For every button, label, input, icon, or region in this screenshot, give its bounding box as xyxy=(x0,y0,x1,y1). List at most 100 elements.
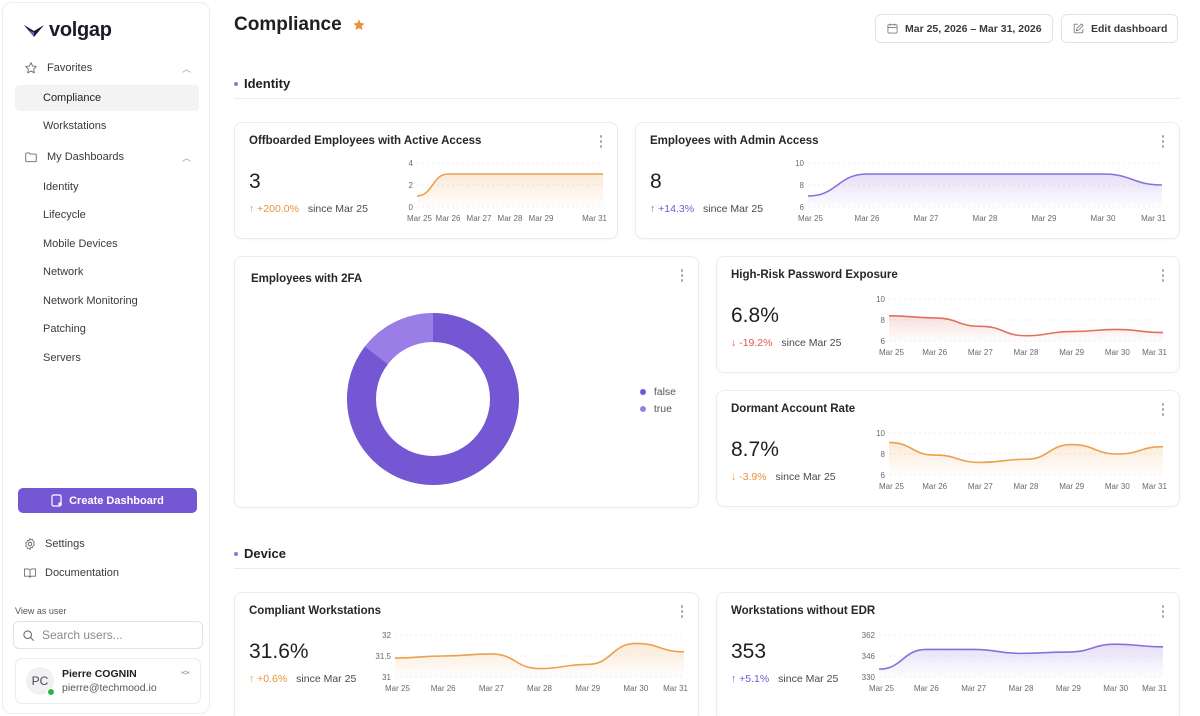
more-options-icon[interactable] xyxy=(680,269,684,282)
y-tick-label: 8 xyxy=(881,316,886,325)
x-tick-label: Mar 31 xyxy=(1141,214,1166,223)
area-fill xyxy=(879,644,1163,677)
documentation-link[interactable]: Documentation xyxy=(23,566,119,580)
x-tick-label: Mar 28 xyxy=(527,684,552,693)
search-users-input[interactable] xyxy=(42,628,192,642)
delta-since: since Mar 25 xyxy=(296,673,357,685)
section-divider xyxy=(234,568,1180,569)
more-options-icon[interactable] xyxy=(680,605,684,618)
delta-percent: ↓ -19.2% xyxy=(731,337,772,349)
legend-item-false[interactable]: false xyxy=(639,383,676,400)
y-tick-label: 6 xyxy=(881,337,886,346)
delta-percent: ↑ +0.6% xyxy=(249,673,287,685)
x-tick-label: Mar 25 xyxy=(879,482,904,491)
sidebar-item-servers[interactable]: Servers xyxy=(43,351,81,364)
x-tick-label: Mar 25 xyxy=(385,684,410,693)
metric-value: 8.7% xyxy=(731,438,779,461)
sidebar-item-network-monitoring[interactable]: Network Monitoring xyxy=(43,294,138,307)
search-users-box[interactable] xyxy=(13,621,203,649)
app-logo[interactable]: volgap xyxy=(23,19,112,42)
page-title-text: Compliance xyxy=(234,14,342,35)
series-line xyxy=(878,643,1164,670)
sparkline-chart: 6 8 10 Mar 25 Mar 26 Mar 27 Mar 28 Mar 29 Mar 30… xyxy=(876,295,1167,357)
settings-link[interactable]: Settings xyxy=(23,537,85,551)
legend-swatch xyxy=(639,388,646,395)
x-tick-label: Mar 26 xyxy=(914,684,939,693)
y-tick-label: 10 xyxy=(876,429,885,438)
sidebar-item-patching[interactable]: Patching xyxy=(43,323,86,335)
sidebar-item-mobile-devices[interactable]: Mobile Devices xyxy=(43,237,118,250)
metric-value: 31.6% xyxy=(249,640,309,663)
x-tick-label: Mar 28 xyxy=(498,214,523,223)
legend-item-true[interactable]: true xyxy=(639,400,676,417)
star-filled-icon[interactable] xyxy=(352,18,366,32)
section-bullet xyxy=(234,551,238,556)
sparkline-chart: 31 31.5 32 Mar 25 Mar 26 Mar 27 Mar 28 Mar 29 Ma… xyxy=(375,631,688,693)
card-workstations-without-edr: Workstations without EDR 353 ↑ +5.1% sin… xyxy=(716,592,1180,716)
sidebar-item-network[interactable]: Network xyxy=(43,266,84,278)
y-tick-label: 330 xyxy=(862,673,876,682)
x-tick-label: Mar 29 xyxy=(1056,684,1081,693)
my-dashboards-header[interactable]: My Dashboards ︿ xyxy=(15,143,199,171)
arrow-up-icon: ↑ xyxy=(249,203,258,215)
delta-value: +200.0% xyxy=(257,203,299,215)
more-options-icon[interactable] xyxy=(1161,605,1165,618)
x-tick-label: Mar 30 xyxy=(1105,348,1130,357)
chevron-up-icon[interactable]: ︿ xyxy=(181,63,191,74)
book-open-icon xyxy=(24,568,36,579)
delta-percent: ↑ +14.3% xyxy=(650,203,694,215)
x-tick-label: Mar 29 xyxy=(1059,482,1084,491)
metric-delta: ↑ +14.3% since Mar 25 xyxy=(650,203,763,215)
legend-swatch xyxy=(639,405,646,412)
x-tick-label: Mar 31 xyxy=(1142,482,1167,491)
x-tick-label: Mar 28 xyxy=(1014,482,1039,491)
metric-delta: ↑ +0.6% since Mar 25 xyxy=(249,673,356,685)
x-tick-label: Mar 27 xyxy=(914,214,939,223)
donut-slice-false[interactable] xyxy=(347,313,519,485)
x-tick-label: Mar 29 xyxy=(1032,214,1057,223)
more-options-icon[interactable] xyxy=(1161,403,1165,416)
x-tick-label: Mar 29 xyxy=(529,214,554,223)
y-tick-label: 10 xyxy=(795,159,804,168)
chart-legend: false true xyxy=(639,383,676,417)
x-tick-label: Mar 31 xyxy=(1142,684,1167,693)
chevron-up-icon[interactable]: ︿ xyxy=(181,152,191,163)
my-dashboards-group: My Dashboards ︿ Identity Lifecycle Mobil… xyxy=(15,143,199,371)
y-tick-label: 0 xyxy=(409,203,414,212)
sparkline-chart: 6 8 10 Mar 25 Mar 26 Mar 27 Mar 28 Mar 29 Mar 30… xyxy=(876,429,1167,491)
card-admin-access: Employees with Admin Access 8 ↑ +14.3% s… xyxy=(635,122,1180,239)
x-tick-label: Mar 30 xyxy=(1103,684,1128,693)
arrow-up-icon: ↑ xyxy=(650,203,659,215)
date-range-button[interactable]: Mar 25, 2026 – Mar 31, 2026 xyxy=(875,14,1053,43)
sidebar-item-lifecycle[interactable]: Lifecycle xyxy=(43,209,86,221)
more-options-icon[interactable] xyxy=(1161,269,1165,282)
edit-dashboard-button[interactable]: Edit dashboard xyxy=(1061,14,1179,43)
section-device: Device xyxy=(234,546,286,561)
more-options-icon[interactable] xyxy=(599,135,603,148)
card-offboarded-employees: Offboarded Employees with Active Access … xyxy=(234,122,618,239)
x-tick-label: Mar 27 xyxy=(968,348,993,357)
create-dashboard-button[interactable]: Create Dashboard xyxy=(18,488,197,513)
x-tick-label: Mar 25 xyxy=(407,214,432,223)
sidebar-item-compliance[interactable]: Compliance xyxy=(15,84,199,111)
x-tick-label: Mar 30 xyxy=(623,684,648,693)
chevron-up-down-icon[interactable]: ︿ ﹀ xyxy=(180,665,190,681)
search-icon xyxy=(23,629,34,641)
more-options-icon[interactable] xyxy=(1161,135,1165,148)
metric-value: 353 xyxy=(731,640,767,663)
delta-since: since Mar 25 xyxy=(775,471,836,483)
new-dashboard-icon xyxy=(51,494,63,507)
favorites-header[interactable]: Favorites ︿ xyxy=(15,54,199,82)
delta-since: since Mar 25 xyxy=(778,673,839,685)
user-card[interactable]: PC Pierre COGNIN pierre@techmood.io ︿ ﹀ xyxy=(15,658,201,704)
donut-chart xyxy=(347,313,519,485)
sidebar-item-workstations[interactable]: Workstations xyxy=(43,120,107,132)
delta-value: +0.6% xyxy=(257,673,288,685)
donut-slice-true[interactable] xyxy=(365,313,433,365)
documentation-label: Documentation xyxy=(45,567,119,579)
area-fill xyxy=(808,174,1162,207)
y-tick-label: 4 xyxy=(409,159,414,168)
date-range-label: Mar 25, 2026 – Mar 31, 2026 xyxy=(905,22,1042,35)
x-tick-label: Mar 29 xyxy=(1059,348,1084,357)
sidebar-item-identity[interactable]: Identity xyxy=(43,180,79,193)
